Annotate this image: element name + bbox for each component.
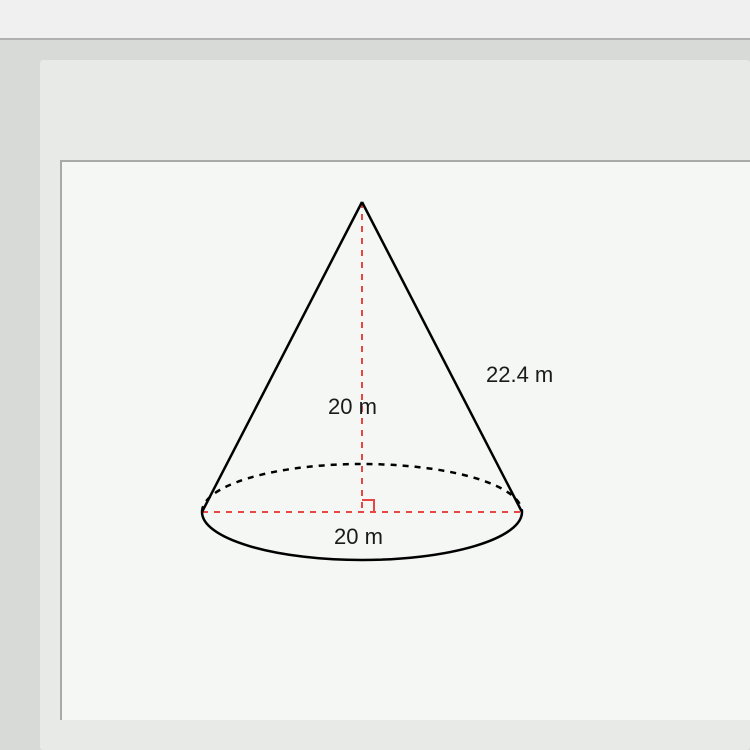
browser-chrome <box>0 0 750 40</box>
content-frame: 22.4 m 20 m 20 m <box>60 160 750 720</box>
right-slant <box>362 202 522 512</box>
right-angle-marker <box>362 500 374 512</box>
slant-height-label: 22.4 m <box>486 362 553 388</box>
page-background: 22.4 m 20 m 20 m <box>40 60 750 750</box>
diameter-label: 20 m <box>334 524 383 550</box>
height-label: 20 m <box>328 394 377 420</box>
left-slant <box>202 202 362 512</box>
cone-diagram: 22.4 m 20 m 20 m <box>142 182 582 622</box>
